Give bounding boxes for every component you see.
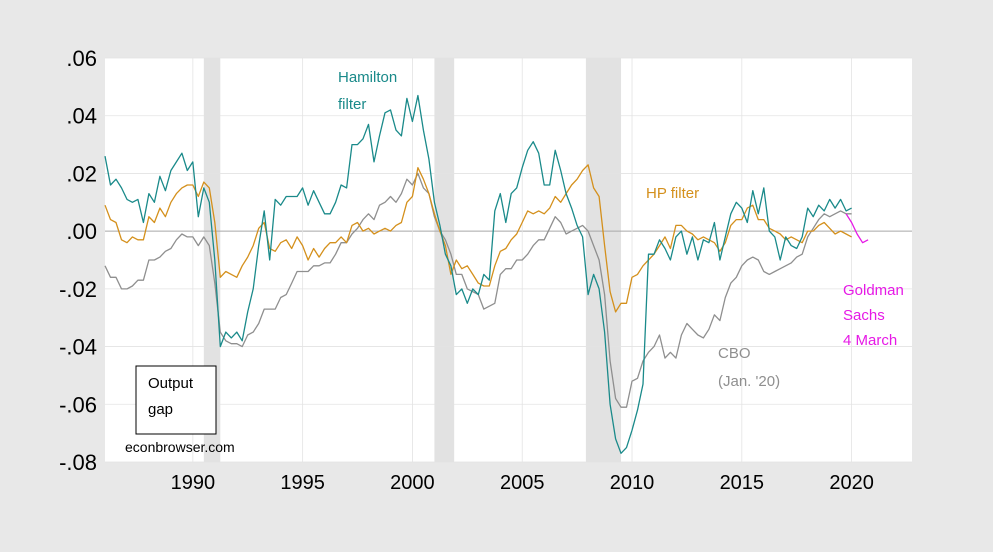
plot-area	[105, 58, 912, 462]
x-tick-label: 1995	[280, 472, 325, 494]
recession-band-2	[585, 58, 622, 462]
recession-band-1	[434, 58, 455, 462]
y-tick-label: .04	[66, 104, 97, 129]
output-gap-box-line2: gap	[148, 401, 173, 418]
x-tick-label: 1990	[171, 472, 216, 494]
y-tick-label: .00	[66, 219, 97, 244]
x-axis-ticks: 1990 1995 2000 2005 2010 2015 2020	[171, 472, 874, 494]
x-tick-label: 2015	[720, 472, 765, 494]
series-lines	[104, 94, 869, 454]
cbo-label-line1: CBO	[718, 345, 751, 362]
source-credit: econbrowser.com	[125, 439, 235, 455]
x-tick-label: 2000	[390, 472, 435, 494]
y-tick-label: .06	[66, 46, 97, 71]
y-tick-label: -.02	[59, 277, 97, 302]
y-tick-label: -.04	[59, 335, 97, 360]
x-tick-label: 2010	[610, 472, 655, 494]
series-line-hamilton-filter	[104, 94, 852, 454]
goldman-label-line2: Sachs	[843, 307, 885, 324]
y-tick-label: -.06	[59, 392, 97, 417]
y-tick-label: -.08	[59, 450, 97, 475]
y-tick-label: .02	[66, 161, 97, 186]
goldman-label-line3: 4 March	[843, 332, 897, 349]
output-gap-box	[135, 365, 217, 435]
hamilton-label-line1: Hamilton	[338, 69, 397, 86]
x-tick-label: 2005	[500, 472, 545, 494]
series-line-goldman-sachs-4-march	[845, 213, 869, 244]
x-tick-label: 2020	[829, 472, 874, 494]
output-gap-box-line1: Output	[148, 375, 194, 392]
hp-filter-label: HP filter	[646, 185, 699, 202]
series-line-hp-filter	[104, 164, 852, 313]
cbo-label-line2: (Jan. '20)	[718, 373, 780, 390]
goldman-label-line1: Goldman	[843, 282, 904, 299]
hamilton-label-line2: filter	[338, 96, 366, 113]
gridlines	[105, 57, 912, 463]
y-axis-ticks: .06 .04 .02 .00 -.02 -.04 -.06 -.08	[59, 46, 97, 475]
